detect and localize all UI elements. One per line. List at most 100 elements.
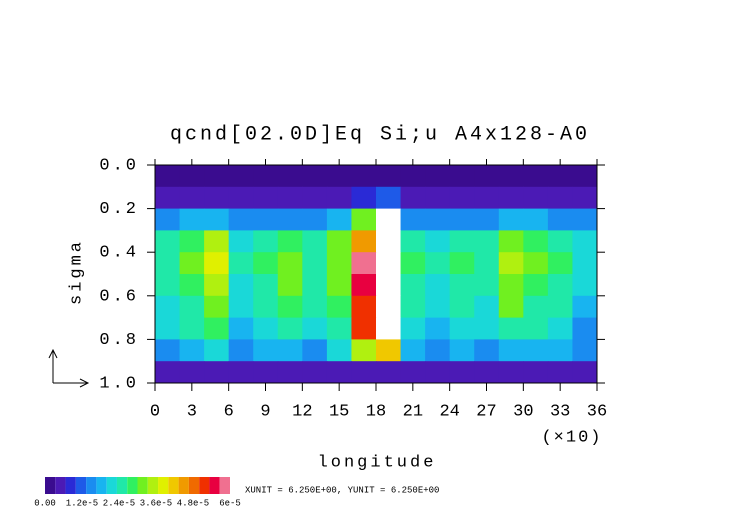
cell [449, 208, 475, 231]
cell [425, 295, 451, 319]
cell [179, 339, 205, 362]
cell [376, 165, 402, 188]
cell [351, 295, 377, 319]
colorbar-swatch [75, 477, 87, 494]
cell [228, 186, 254, 210]
cell [351, 317, 377, 340]
cell [523, 361, 549, 384]
chart-title: qcnd[02.0D]Eq Si;u A4x128-A0 [170, 123, 590, 146]
cell [228, 317, 254, 340]
cell [302, 295, 328, 319]
cell [204, 230, 230, 253]
cell [523, 339, 549, 362]
cell [376, 361, 402, 384]
colorbar-swatch [86, 477, 97, 494]
cell [376, 339, 402, 362]
cell [155, 186, 181, 210]
cell [547, 252, 573, 275]
cell [400, 295, 426, 319]
y-tick-label: 0.2 [99, 200, 139, 219]
colorbar-swatch [188, 477, 200, 494]
cell [425, 317, 451, 340]
cell [351, 208, 377, 231]
cell [498, 208, 524, 231]
cell [302, 252, 328, 275]
cell [326, 295, 352, 319]
cell [523, 252, 549, 275]
cell [376, 230, 402, 253]
cell [204, 165, 230, 188]
colorbar-swatch [96, 477, 107, 494]
cell [523, 186, 549, 210]
cell [376, 274, 402, 297]
cell [449, 230, 475, 253]
cell [449, 252, 475, 275]
cell [326, 317, 352, 340]
x-tick-label: 6 [224, 402, 234, 421]
cell [547, 317, 573, 340]
cell [474, 274, 500, 297]
cell [474, 230, 500, 253]
footer-text: XUNIT = 6.250E+00, YUNIT = 6.250E+00 [245, 485, 439, 495]
cell [400, 317, 426, 340]
colorbar-swatch [178, 477, 189, 494]
cell [498, 165, 524, 188]
cell [449, 317, 475, 340]
cell [523, 208, 549, 231]
cell [351, 274, 377, 297]
cell [351, 165, 377, 188]
cell [474, 208, 500, 231]
cell [523, 165, 549, 188]
cell [277, 165, 303, 188]
cell [547, 230, 573, 253]
cell [474, 295, 500, 319]
colorbar-swatch [199, 477, 210, 494]
colorbar-swatch [116, 477, 128, 494]
x-tick-label: 30 [513, 402, 533, 421]
cell [400, 252, 426, 275]
cell [155, 208, 181, 231]
cell [326, 361, 352, 384]
x-tick-label: 27 [476, 402, 496, 421]
cell [498, 339, 524, 362]
cell [179, 165, 205, 188]
cell [425, 186, 451, 210]
colorbar-swatch [168, 477, 179, 494]
colorbar-label: 2.4e-5 [103, 498, 135, 508]
cell [547, 339, 573, 362]
colorbar-swatch [137, 477, 148, 494]
cell [498, 274, 524, 297]
cell [253, 339, 279, 362]
x-tick-label: 21 [403, 402, 423, 421]
cell [228, 295, 254, 319]
cell [449, 186, 475, 210]
cell [204, 295, 230, 319]
cell [326, 186, 352, 210]
cell [547, 186, 573, 210]
cell [351, 339, 377, 362]
colorbar-label: 4.8e-5 [177, 498, 209, 508]
cell [155, 165, 181, 188]
cell [228, 361, 254, 384]
cell [253, 165, 279, 188]
cell [302, 208, 328, 231]
cell [179, 361, 205, 384]
colorbar-label: 1.2e-5 [66, 498, 98, 508]
cell [400, 361, 426, 384]
cell [351, 252, 377, 275]
y-axis-label: sigma [67, 239, 86, 305]
cell [376, 317, 402, 340]
colorbar-swatch [106, 477, 117, 494]
x-scale-note: (×10) [541, 428, 602, 447]
cell [449, 165, 475, 188]
cell [474, 165, 500, 188]
cell [277, 230, 303, 253]
cell [228, 274, 254, 297]
cell [572, 230, 598, 253]
cell [302, 339, 328, 362]
y-tick-label: 0.6 [99, 287, 139, 306]
colorbar-swatch [219, 477, 230, 494]
cell [253, 361, 279, 384]
x-tick-label: 36 [587, 402, 607, 421]
